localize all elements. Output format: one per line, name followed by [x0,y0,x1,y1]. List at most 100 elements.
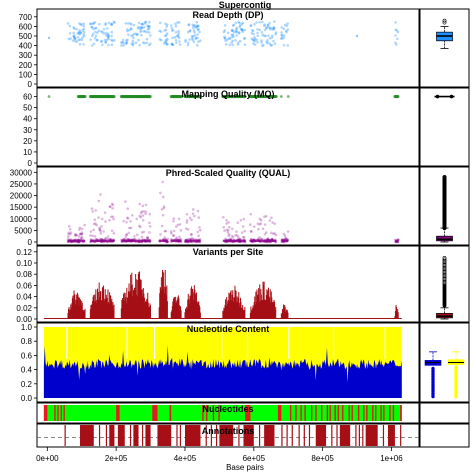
qual-point [263,223,267,226]
depth-point [82,42,85,46]
nucleotides-red-mark [60,405,62,421]
qual-point [99,229,102,233]
qual-point [92,228,95,232]
y-tick-label: 0.00 [16,315,32,324]
qual-point [159,191,162,195]
depth-point [232,35,235,38]
depth-point [148,25,151,28]
depth-point [268,36,272,40]
depth-point [79,31,83,34]
qual-point [196,230,200,234]
annotation-line [382,425,385,446]
qual-point [227,229,230,232]
y-tick-label: 0.10 [16,259,32,268]
depth-point [282,27,286,31]
qual-point [266,236,270,240]
x-tick-label: 4e+05 [174,454,197,463]
mq-point [179,94,184,99]
qual-base-band [159,239,168,242]
panel-frame [36,322,420,403]
depth-point [175,41,178,44]
depth-point [192,26,195,29]
depth-point [160,38,163,42]
depth-point [138,27,142,30]
panel-title: Phred-Scaled Quality (QUAL) [166,168,291,178]
depth-point [98,22,101,26]
qual-point [282,232,286,236]
depth-point [92,27,95,31]
depth-point [165,32,169,35]
depth-point [394,21,397,24]
y-tick-label: 0.04 [16,293,32,302]
qual-point [225,222,228,225]
depth-point [253,39,257,43]
boxplot-outlier [431,366,435,371]
nucleotides-red-mark [348,405,350,421]
depth-point [240,27,244,31]
qual-point [112,217,115,221]
depth-point [235,34,238,37]
depth-point [141,23,144,26]
qual-point [125,233,128,236]
boxplot-outlier [442,277,447,281]
qual-point [79,236,83,240]
nucleotides-red-mark [375,405,377,421]
depth-point [145,30,149,34]
depth-point [140,26,144,30]
qual-point [108,205,112,208]
nucleotide-gap [154,327,156,359]
x-tick-label: 0e+00 [36,454,59,463]
depth-point [101,30,104,34]
annotation-line [286,425,288,446]
qual-point [144,212,147,216]
depth-point [194,37,197,41]
depth-point [177,29,180,33]
depth-point [177,32,181,35]
depth-point [159,30,163,33]
x-tick-label: 6e+05 [243,454,266,463]
depth-point [266,24,270,27]
depth-point [143,20,147,24]
depth-point [95,38,99,42]
depth-point [110,38,113,42]
annotation-block [388,425,395,446]
depth-point [171,43,175,47]
depth-point [260,31,264,34]
annotation-line [176,425,178,446]
depth-point [69,37,72,40]
depth-point [195,21,199,24]
qual-point [197,216,201,219]
qual-point [268,219,272,222]
qual-point [249,223,252,226]
qual-base-band [67,239,86,242]
depth-point [243,43,247,47]
depth-point [255,38,258,42]
qual-point [89,234,92,237]
panel-frame [36,166,420,246]
qual-point [111,207,114,210]
mq-point [243,94,247,99]
depth-point [73,36,76,39]
depth-point [110,23,113,27]
depth-point [223,36,227,40]
depth-point [173,36,177,39]
depth-point [110,30,114,34]
nucleotide-gap [384,327,386,359]
qual-point [111,203,115,207]
depth-point [166,37,169,41]
depth-point [104,23,107,26]
depth-point [90,34,94,38]
nucleotides-red-mark [205,405,208,421]
depth-point [158,29,161,33]
qual-point [256,222,260,225]
depth-point [228,43,231,47]
boxplot-outlier [442,174,447,179]
depth-point [224,39,227,43]
qual-point [135,217,139,221]
qual-point [236,221,240,225]
depth-point [197,40,200,43]
qual-point [172,219,175,223]
depth-point [269,44,273,47]
depth-point [273,42,277,46]
nucleotide-gap [288,327,290,359]
